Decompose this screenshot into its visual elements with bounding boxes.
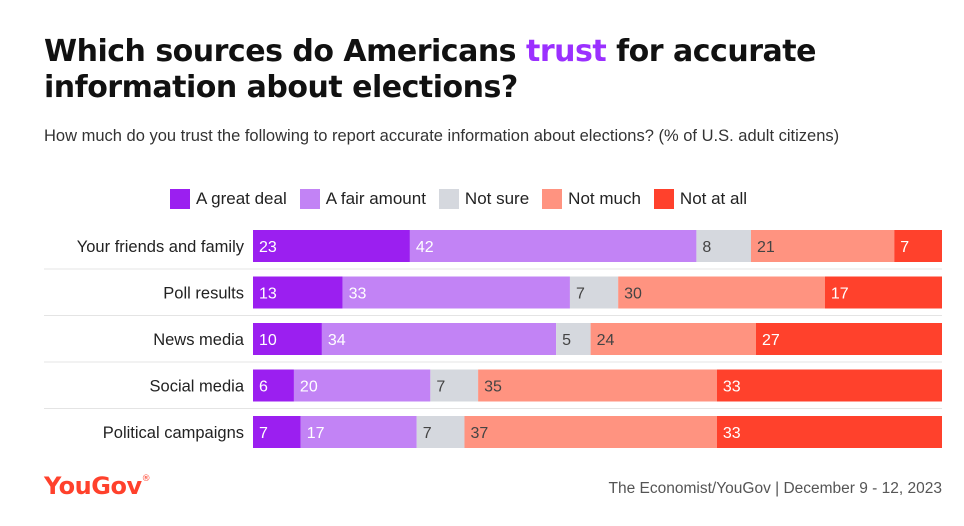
bar-news-media-a-fair-amount xyxy=(321,323,557,355)
data-label-political-campaigns-not-sure: 7 xyxy=(423,425,432,442)
data-label-news-media-not-at-all: 27 xyxy=(762,332,780,349)
data-label-news-media-not-sure: 5 xyxy=(562,332,571,349)
stacked-bar-chart: Your friends and family 23 42 8 21 7 Poll resu… xyxy=(44,230,942,448)
bar-poll-results-not-sure xyxy=(569,276,619,309)
title-accent-word: trust xyxy=(525,34,607,69)
category-label-social-media: Social media xyxy=(150,378,245,396)
legend-swatch xyxy=(299,189,320,209)
data-label-social-media-not-at-all: 33 xyxy=(723,379,741,396)
bar-poll-results-a-fair-amount xyxy=(342,276,570,309)
data-label-news-media-a-fair-amount: 34 xyxy=(328,332,346,349)
bar-news-media-not-much xyxy=(590,323,756,355)
data-label-political-campaigns-a-great-deal: 7 xyxy=(259,425,268,442)
bar-your-friends-and-family-not-much xyxy=(750,230,895,262)
legend-label: Not at all xyxy=(679,189,748,208)
legend-label: Not sure xyxy=(464,189,530,208)
data-label-news-media-a-great-deal: 10 xyxy=(259,332,277,349)
bar-news-media-not-at-all xyxy=(755,323,942,355)
data-label-poll-results-not-much: 30 xyxy=(624,286,642,303)
data-label-your-friends-and-family-not-at-all: 7 xyxy=(900,239,909,256)
legend-swatch xyxy=(653,189,674,209)
legend-swatch xyxy=(170,189,190,209)
category-label-news-media: News media xyxy=(153,331,245,349)
bar-poll-results-not-much xyxy=(618,276,825,309)
bar-news-media-not-sure xyxy=(556,323,591,355)
data-label-news-media-not-much: 24 xyxy=(597,332,615,349)
legend-label: Not much xyxy=(568,189,641,208)
chart-legend: A great deal A fair amount Not sure Not … xyxy=(170,189,760,209)
legend-label: A great deal xyxy=(196,189,287,208)
logo-text: YouGov xyxy=(44,472,142,500)
category-label-poll-results: Poll results xyxy=(163,285,244,303)
title-part-1: Which sources do Americans xyxy=(44,34,526,69)
legend-swatch xyxy=(438,189,459,209)
legend-item-not-much: Not much xyxy=(542,189,641,209)
category-label-your-friends-and-family: Your friends and family xyxy=(77,238,245,256)
data-label-your-friends-and-family-a-great-deal: 23 xyxy=(259,239,277,256)
bar-political-campaigns-not-sure xyxy=(416,416,465,448)
yougov-logo: YouGov® xyxy=(44,472,151,500)
bar-political-campaigns-not-much xyxy=(464,416,717,448)
source-note: The Economist/YouGov | December 9 - 12, … xyxy=(608,480,942,497)
category-label-political-campaigns: Political campaigns xyxy=(103,424,244,442)
data-label-social-media-a-fair-amount: 20 xyxy=(300,379,318,396)
legend-item-great-deal: A great deal xyxy=(170,189,287,209)
bar-news-media-a-great-deal xyxy=(253,323,322,355)
bar-political-campaigns-not-at-all xyxy=(716,416,942,448)
bar-political-campaigns-a-fair-amount xyxy=(300,416,417,448)
bar-social-media-not-at-all xyxy=(716,369,942,402)
logo-registered-mark: ® xyxy=(141,474,151,484)
bar-your-friends-and-family-not-sure xyxy=(696,230,751,262)
data-label-social-media-not-sure: 7 xyxy=(436,379,445,396)
bar-your-friends-and-family-not-at-all xyxy=(894,230,942,262)
bar-poll-results-not-at-all xyxy=(824,276,942,309)
title-part-2: for accurate information about elections… xyxy=(44,34,816,105)
bar-social-media-a-fair-amount xyxy=(293,369,431,402)
chart-subtitle: How much do you trust the following to r… xyxy=(44,127,840,145)
data-label-social-media-not-much: 35 xyxy=(484,379,502,396)
data-label-political-campaigns-not-much: 37 xyxy=(470,425,488,442)
bar-social-media-a-great-deal xyxy=(253,369,294,402)
bar-social-media-not-much xyxy=(478,369,717,402)
data-label-political-campaigns-not-at-all: 33 xyxy=(723,425,741,442)
bar-your-friends-and-family-a-great-deal xyxy=(253,230,410,262)
data-label-your-friends-and-family-a-fair-amount: 42 xyxy=(416,239,434,256)
data-label-your-friends-and-family-not-sure: 8 xyxy=(702,239,711,256)
bar-your-friends-and-family-a-fair-amount xyxy=(409,230,697,262)
legend-item-not-sure: Not sure xyxy=(438,189,530,209)
legend-item-fair-amount: A fair amount xyxy=(299,189,426,209)
data-label-poll-results-not-sure: 7 xyxy=(576,286,585,303)
data-label-political-campaigns-a-fair-amount: 17 xyxy=(307,425,325,442)
legend-item-not-at-all: Not at all xyxy=(653,189,748,209)
bar-poll-results-a-great-deal xyxy=(253,276,343,309)
data-label-social-media-a-great-deal: 6 xyxy=(259,379,268,396)
legend-swatch xyxy=(542,189,563,209)
bar-social-media-not-sure xyxy=(430,369,479,402)
data-label-poll-results-a-great-deal: 13 xyxy=(259,286,277,303)
chart-title: Which sources do Americans trust for acc… xyxy=(44,34,944,106)
data-label-poll-results-not-at-all: 17 xyxy=(831,286,849,303)
data-label-your-friends-and-family-not-much: 21 xyxy=(757,239,775,256)
bar-political-campaigns-a-great-deal xyxy=(253,416,301,448)
data-label-poll-results-a-fair-amount: 33 xyxy=(349,286,367,303)
legend-label: A fair amount xyxy=(325,189,426,208)
